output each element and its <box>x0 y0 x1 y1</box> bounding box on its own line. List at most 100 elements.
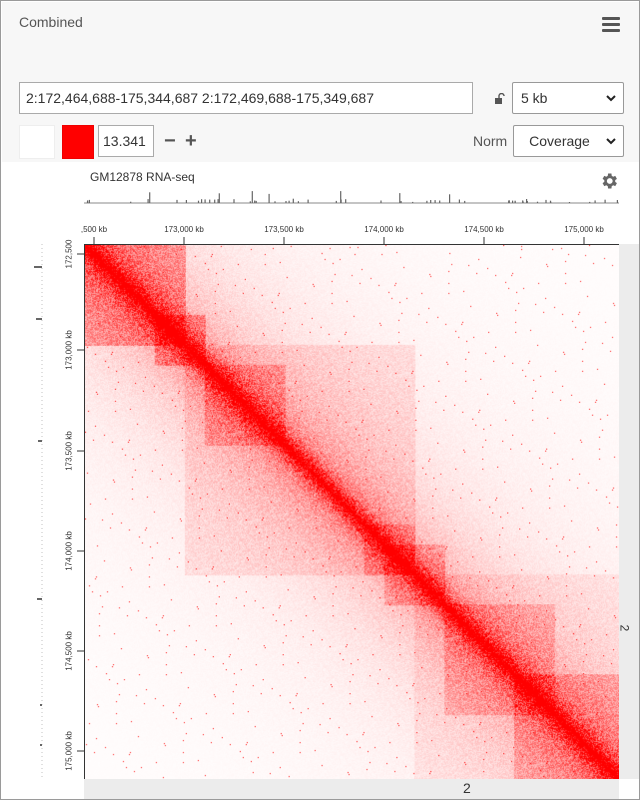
track-peak <box>589 201 591 203</box>
x-tick-label: 173,000 kb <box>164 225 204 234</box>
locus-input[interactable] <box>19 82 473 114</box>
y-ruler: 172,500 173,000 kb 173,500 kb 174,000 kb 174… <box>59 240 85 779</box>
vertical-scrollbar[interactable] <box>619 244 639 779</box>
track-peak <box>255 200 257 203</box>
horizontal-scrollbar[interactable] <box>84 779 619 799</box>
x-tick-label: 173,500 kb <box>264 225 304 234</box>
track-peak <box>545 199 547 203</box>
track-peak <box>380 200 382 203</box>
y-tick-label: 175,000 kb <box>64 731 74 771</box>
track-peak <box>434 200 436 203</box>
track-peak <box>536 201 539 203</box>
track-peak <box>204 199 206 203</box>
contact-map-heatmap[interactable] <box>84 244 619 779</box>
track-peak <box>399 193 401 203</box>
track-peak <box>508 200 510 203</box>
resolution-value: 5 kb <box>521 90 548 106</box>
track-peak <box>233 199 235 203</box>
track-peak <box>616 200 618 203</box>
track-peak <box>464 200 466 203</box>
track-peak <box>400 201 402 203</box>
track-peak <box>340 191 342 203</box>
track-peak <box>38 440 42 442</box>
track-peak <box>292 198 294 203</box>
chevron-down-icon <box>606 138 616 145</box>
track-peak <box>218 193 220 203</box>
track-peak <box>130 201 132 203</box>
track-peak <box>40 744 42 746</box>
gear-icon[interactable] <box>599 171 619 191</box>
y-tick-label: 173,500 kb <box>64 431 74 471</box>
track-peak <box>594 200 596 203</box>
track-peak <box>201 199 203 203</box>
chevron-down-icon <box>606 95 616 102</box>
track-peak <box>214 199 216 203</box>
x-tick-label: 174,500 kb <box>464 225 504 234</box>
y-tick-label: 174,000 kb <box>64 531 74 571</box>
min-color-swatch[interactable] <box>19 125 55 159</box>
track-peak <box>197 200 200 203</box>
normalization-select[interactable]: Coverage <box>513 125 624 157</box>
color-max-input[interactable] <box>98 125 154 157</box>
max-color-swatch[interactable] <box>62 125 94 159</box>
track-peak <box>426 200 428 203</box>
y-chromosome-label: 2 <box>617 624 632 632</box>
rna-seq-track-top <box>84 191 619 204</box>
track-peak <box>449 194 451 203</box>
x-tick-label: 174,000 kb <box>364 225 404 234</box>
track-peak <box>526 199 528 203</box>
x-ruler: ,500 kb 173,000 kb 173,500 kb 174,000 kb 174… <box>80 219 619 245</box>
track-peak <box>430 200 432 203</box>
track-peak <box>514 200 516 203</box>
x-tick-label: 175,000 kb <box>564 225 604 234</box>
hamburger-menu-icon[interactable] <box>602 17 620 32</box>
track-peak <box>185 200 187 203</box>
track-peak <box>526 201 528 203</box>
track-peak <box>40 704 42 706</box>
track-peak <box>147 199 149 203</box>
rna-seq-track-left <box>34 244 43 779</box>
track-peak <box>604 199 606 203</box>
y-tick-label: 173,000 kb <box>64 330 74 370</box>
y-tick-label: 174,500 kb <box>64 631 74 671</box>
norm-label: Norm <box>473 133 508 149</box>
control-header: Combined 5 kb − + Norm Coverage <box>2 2 639 162</box>
track-peak <box>249 201 251 203</box>
y-tick-label: 172,500 <box>64 239 74 269</box>
panel-title: Combined <box>19 14 83 30</box>
track-peak <box>439 200 441 203</box>
track-peak <box>549 200 552 203</box>
track-peak <box>209 199 211 203</box>
track-peak <box>37 598 42 600</box>
track-peak <box>36 318 42 320</box>
track-peak <box>335 200 337 203</box>
track-peak <box>568 202 571 203</box>
track-peak <box>412 201 414 203</box>
track-peak <box>345 199 347 203</box>
track-peak <box>268 193 270 203</box>
x-chromosome-label: 2 <box>463 780 471 796</box>
track-peak <box>87 200 89 203</box>
track-peak <box>297 201 299 203</box>
track-peak <box>176 199 178 203</box>
track-peak <box>251 191 253 203</box>
resolution-select[interactable]: 5 kb <box>512 82 624 114</box>
track-peak <box>274 201 276 203</box>
track-peak <box>34 266 42 268</box>
track-peak <box>512 200 514 203</box>
track-peak <box>458 199 460 203</box>
track-peak <box>217 199 219 203</box>
track-peak <box>254 200 256 203</box>
increase-color-button[interactable]: + <box>185 130 197 152</box>
track-peak <box>288 200 290 203</box>
track-peak <box>88 199 90 203</box>
track-peak <box>285 201 287 203</box>
track-peak <box>307 199 309 203</box>
track-name: GM12878 RNA-seq <box>90 170 195 184</box>
track-peak <box>522 200 524 203</box>
decrease-color-button[interactable]: − <box>164 130 176 152</box>
unlock-icon[interactable] <box>494 93 506 105</box>
track-peak <box>149 192 151 203</box>
x-tick-label: ,500 kb <box>80 225 108 234</box>
